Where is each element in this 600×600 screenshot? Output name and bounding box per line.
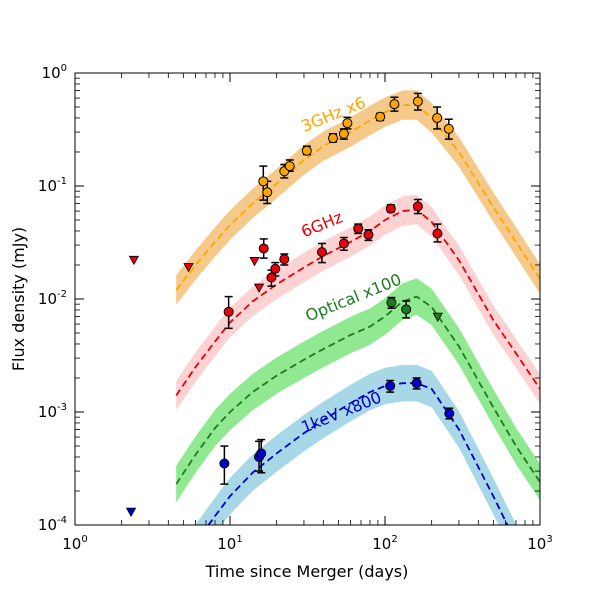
1kev-x800-point	[256, 448, 267, 459]
axis-ticks	[74, 72, 541, 526]
6ghz-upper-limit	[128, 255, 140, 266]
3ghz-x6-point	[301, 145, 312, 156]
1kev-x800-point	[385, 380, 396, 391]
y-tick-label: 10-4	[38, 515, 67, 534]
optical-x100-model-curve	[175, 295, 540, 485]
1kev-x800-model-curve	[207, 382, 509, 525]
model-curves	[175, 104, 540, 525]
6ghz-model-band	[176, 194, 540, 411]
x-tick-label: 102	[372, 534, 397, 553]
1kev-x800-upper-limit	[125, 507, 137, 517]
6ghz-upper-limit	[249, 257, 260, 267]
tick-labels: 100 101 102 103 10-4 10-3 10-2 10-1 100	[38, 63, 553, 553]
3ghz-x6-point	[389, 99, 400, 110]
3ghz-x6-model-curve	[175, 104, 540, 291]
y-axis-title: Flux density (mJy)	[9, 227, 28, 371]
optical-x100-point	[386, 297, 397, 308]
6ghz-point	[279, 254, 290, 265]
3ghz-x6-point	[412, 96, 423, 107]
1kev-x800-model-band	[195, 364, 517, 525]
6ghz-point	[412, 201, 423, 212]
3ghz-x6-point	[432, 112, 443, 123]
3ghz-x6-point	[342, 118, 353, 129]
upper-limit-markers	[125, 255, 443, 517]
6ghz-model-curve	[175, 208, 540, 397]
data-markers	[219, 96, 455, 469]
optical-x100-upper-limit	[432, 312, 443, 323]
1kev-x800-point	[411, 378, 422, 389]
3ghz-x6-point	[375, 111, 386, 122]
1kev-x800-point	[444, 408, 455, 419]
6ghz-point	[432, 228, 443, 239]
x-axis-title: Time since Merger (days)	[205, 562, 409, 581]
x-tick-label: 100	[62, 534, 87, 553]
6ghz-point	[266, 272, 277, 283]
6ghz-point	[223, 306, 234, 317]
3ghz-x6-point	[338, 128, 349, 139]
6ghz-point	[316, 247, 327, 258]
optical-x100-model-band	[176, 278, 540, 503]
3ghz-x6-point	[262, 187, 273, 198]
3ghz-x6-model-band	[176, 90, 540, 305]
3ghz-x6-point	[258, 176, 269, 187]
6ghz-upper-limit	[183, 263, 194, 273]
x-tick-label: 103	[527, 534, 552, 553]
6ghz-point	[270, 263, 281, 274]
6ghz-upper-limit	[253, 283, 265, 293]
6ghz-point	[353, 223, 364, 234]
1kev-x800-point	[219, 458, 230, 469]
y-tick-label: 10-2	[38, 289, 67, 308]
6ghz-point	[338, 238, 349, 249]
6ghz-point	[363, 229, 374, 240]
3ghz-x6-point	[284, 161, 295, 172]
optical-x100-point	[401, 304, 412, 315]
6ghz-point	[385, 203, 396, 214]
y-tick-label: 10-1	[38, 176, 67, 195]
y-tick-label: 10-3	[38, 402, 67, 421]
3ghz-x6-point	[443, 123, 454, 134]
model-bands	[176, 90, 540, 525]
6ghz-point	[258, 243, 269, 254]
x-tick-label: 101	[217, 534, 242, 553]
3ghz-x6-point	[328, 133, 339, 144]
y-tick-label: 100	[42, 63, 67, 82]
